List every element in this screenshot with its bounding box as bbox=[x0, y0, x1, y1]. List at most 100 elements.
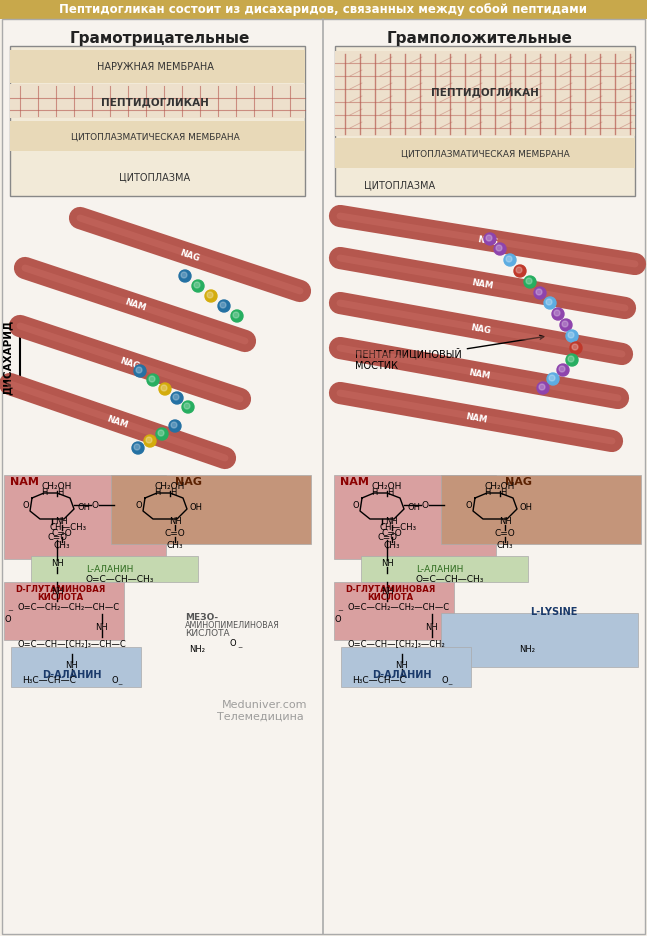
Text: CH₂OH: CH₂OH bbox=[485, 482, 515, 491]
FancyBboxPatch shape bbox=[335, 139, 635, 168]
FancyBboxPatch shape bbox=[31, 556, 198, 582]
Text: O: O bbox=[5, 615, 11, 623]
Circle shape bbox=[506, 256, 512, 263]
Circle shape bbox=[570, 343, 582, 355]
Text: NAM: NAM bbox=[124, 298, 147, 313]
Text: H: H bbox=[154, 488, 160, 497]
Text: NH: NH bbox=[380, 586, 393, 595]
Circle shape bbox=[182, 402, 194, 414]
Circle shape bbox=[504, 255, 516, 267]
FancyBboxPatch shape bbox=[334, 475, 496, 560]
Text: ДИСАХАРИД: ДИСАХАРИД bbox=[3, 319, 13, 394]
Text: NH: NH bbox=[395, 661, 408, 670]
Text: O=C—CH—CH₃: O=C—CH—CH₃ bbox=[85, 574, 153, 583]
Text: НАРУЖНАЯ МЕМБРАНА: НАРУЖНАЯ МЕМБРАНА bbox=[96, 62, 214, 72]
Circle shape bbox=[549, 375, 555, 382]
Text: H: H bbox=[387, 488, 393, 497]
Circle shape bbox=[566, 330, 578, 343]
Circle shape bbox=[220, 302, 226, 309]
Text: O=C—CH₂—CH₂—CH—C: O=C—CH₂—CH₂—CH—C bbox=[18, 602, 120, 611]
Text: CH—CH₃: CH—CH₃ bbox=[50, 523, 87, 532]
Circle shape bbox=[156, 429, 168, 441]
Circle shape bbox=[572, 344, 578, 351]
Text: NH: NH bbox=[50, 586, 63, 595]
Text: Meduniver.com: Meduniver.com bbox=[223, 699, 308, 709]
Text: NH: NH bbox=[56, 517, 69, 526]
FancyBboxPatch shape bbox=[0, 0, 647, 20]
Text: NH: NH bbox=[96, 622, 109, 631]
Circle shape bbox=[218, 300, 230, 313]
Text: H: H bbox=[170, 488, 176, 497]
Text: ПЕПТИДОГЛИКАН: ПЕПТИДОГЛИКАН bbox=[101, 97, 209, 107]
Text: O: O bbox=[442, 676, 448, 685]
Text: H: H bbox=[41, 488, 47, 497]
Circle shape bbox=[547, 373, 559, 386]
Text: ⁻: ⁻ bbox=[118, 681, 122, 692]
Text: ⁻: ⁻ bbox=[448, 681, 452, 692]
Text: O: O bbox=[112, 676, 118, 685]
Text: CH₃: CH₃ bbox=[54, 541, 71, 550]
Text: Грамотрицательные: Грамотрицательные bbox=[70, 32, 250, 47]
Text: H: H bbox=[500, 488, 506, 497]
Text: Грамположительные: Грамположительные bbox=[387, 32, 573, 47]
Text: NAM: NAM bbox=[340, 476, 369, 487]
FancyBboxPatch shape bbox=[4, 475, 166, 560]
FancyBboxPatch shape bbox=[334, 582, 454, 640]
Text: L-АЛАНИН: L-АЛАНИН bbox=[416, 565, 464, 574]
Circle shape bbox=[159, 384, 171, 396]
Text: C=O: C=O bbox=[377, 532, 397, 541]
Text: ⁻: ⁻ bbox=[7, 607, 13, 618]
Text: CH₃: CH₃ bbox=[167, 541, 183, 550]
Text: CH₃: CH₃ bbox=[497, 541, 513, 550]
FancyBboxPatch shape bbox=[11, 648, 141, 687]
Text: O: O bbox=[136, 501, 142, 510]
Text: O=C—CH—[CH₂]₃—CH₂: O=C—CH—[CH₂]₃—CH₂ bbox=[348, 638, 446, 648]
FancyBboxPatch shape bbox=[441, 475, 641, 545]
Circle shape bbox=[192, 281, 204, 293]
Text: OH: OH bbox=[77, 503, 90, 512]
Text: NAG: NAG bbox=[175, 476, 202, 487]
Text: C=O: C=O bbox=[47, 532, 67, 541]
FancyBboxPatch shape bbox=[2, 20, 645, 934]
Circle shape bbox=[146, 437, 152, 444]
Text: C=O: C=O bbox=[164, 529, 186, 538]
Text: КИСЛОТА: КИСЛОТА bbox=[37, 592, 83, 602]
Text: H₃C—CH—C: H₃C—CH—C bbox=[352, 676, 406, 685]
Text: КИСЛОТА: КИСЛОТА bbox=[367, 592, 413, 602]
Text: O: O bbox=[230, 638, 236, 648]
Text: O: O bbox=[466, 501, 472, 510]
Circle shape bbox=[534, 287, 546, 300]
Circle shape bbox=[207, 293, 213, 299]
Circle shape bbox=[144, 435, 156, 447]
Circle shape bbox=[134, 445, 140, 450]
FancyBboxPatch shape bbox=[10, 122, 305, 152]
Text: ЦИТОПЛАЗМАТИЧЕСКАЯ МЕМБРАНА: ЦИТОПЛАЗМАТИЧЕСКАЯ МЕМБРАНА bbox=[71, 132, 239, 141]
Text: O: O bbox=[421, 501, 428, 510]
Circle shape bbox=[136, 368, 142, 373]
Text: H: H bbox=[57, 488, 63, 497]
Circle shape bbox=[559, 367, 565, 373]
FancyBboxPatch shape bbox=[441, 613, 638, 667]
Circle shape bbox=[536, 289, 542, 296]
Text: D-АЛАНИН: D-АЛАНИН bbox=[372, 669, 432, 680]
Text: NH₂: NH₂ bbox=[189, 644, 205, 652]
Text: OH: OH bbox=[190, 503, 203, 512]
Text: NAG: NAG bbox=[505, 476, 532, 487]
Text: NH: NH bbox=[380, 559, 393, 568]
FancyBboxPatch shape bbox=[111, 475, 311, 545]
Text: NAG: NAG bbox=[119, 356, 141, 371]
Text: CH₃: CH₃ bbox=[384, 541, 400, 550]
Text: NH: NH bbox=[65, 661, 78, 670]
FancyBboxPatch shape bbox=[335, 47, 635, 197]
Text: ПЕНТАГЛИЦИНОВЫЙ
МОСТИК: ПЕНТАГЛИЦИНОВЫЙ МОСТИК bbox=[355, 336, 543, 371]
Circle shape bbox=[568, 357, 574, 362]
Text: O: O bbox=[91, 501, 98, 510]
Circle shape bbox=[566, 355, 578, 367]
Text: CH₂OH: CH₂OH bbox=[155, 482, 185, 491]
Circle shape bbox=[181, 272, 187, 279]
Text: NH: NH bbox=[386, 517, 399, 526]
Text: NH₂: NH₂ bbox=[519, 644, 535, 652]
Text: NH: NH bbox=[426, 622, 439, 631]
Circle shape bbox=[158, 431, 164, 436]
Text: O=C—CH—CH₃: O=C—CH—CH₃ bbox=[415, 574, 483, 583]
